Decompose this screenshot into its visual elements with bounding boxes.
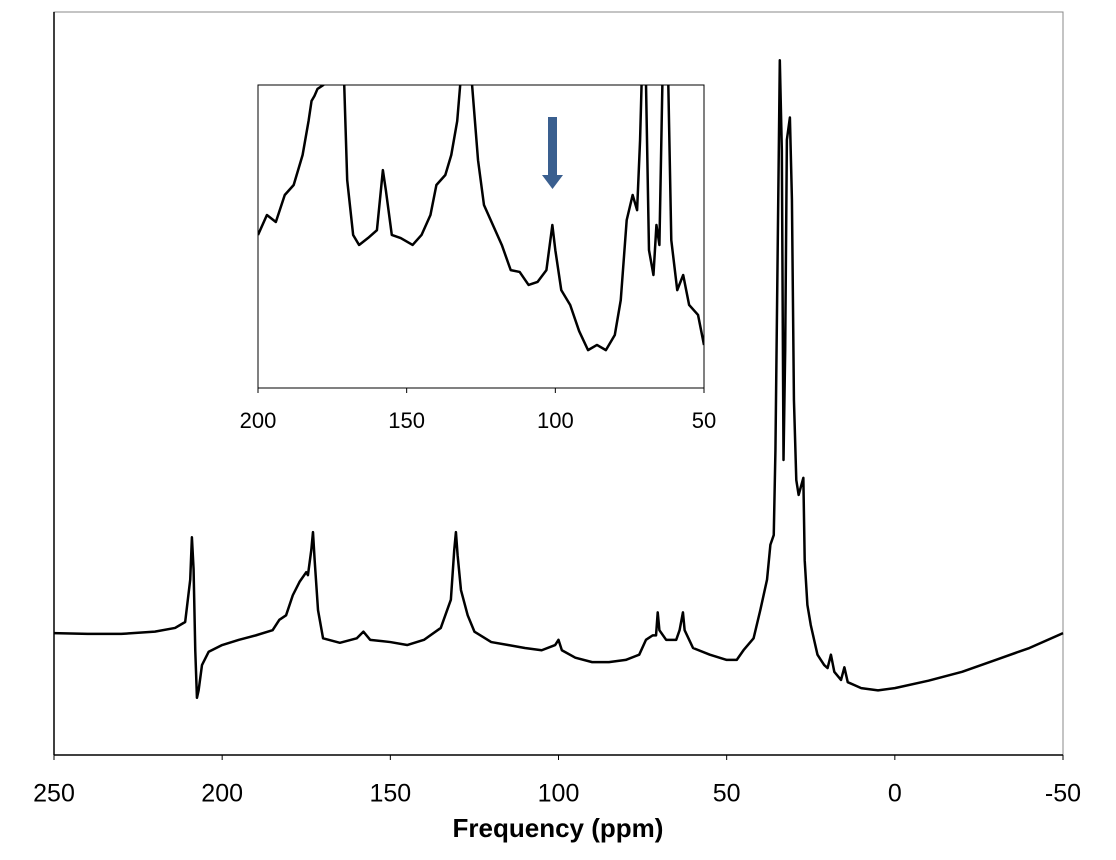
x-tick-label: -50 bbox=[1045, 780, 1081, 808]
x-tick-label: 50 bbox=[692, 408, 716, 433]
x-tick-label: 200 bbox=[201, 780, 243, 808]
x-tick-label: 0 bbox=[888, 780, 902, 808]
spectrum-line bbox=[53, 59, 1064, 700]
x-axis-title: Frequency (ppm) bbox=[453, 813, 664, 843]
x-tick-label: 150 bbox=[388, 408, 425, 433]
spectrum-line bbox=[258, 85, 704, 352]
arrow bbox=[542, 117, 563, 189]
x-tick-label: 200 bbox=[240, 408, 277, 433]
x-tick-label: 100 bbox=[537, 408, 574, 433]
inset-frame bbox=[257, 84, 705, 389]
x-tick-label: 250 bbox=[33, 780, 75, 808]
x-tick-label: 150 bbox=[369, 780, 411, 808]
x-tick-label: 100 bbox=[538, 780, 580, 808]
x-tick-label: 50 bbox=[713, 780, 741, 808]
